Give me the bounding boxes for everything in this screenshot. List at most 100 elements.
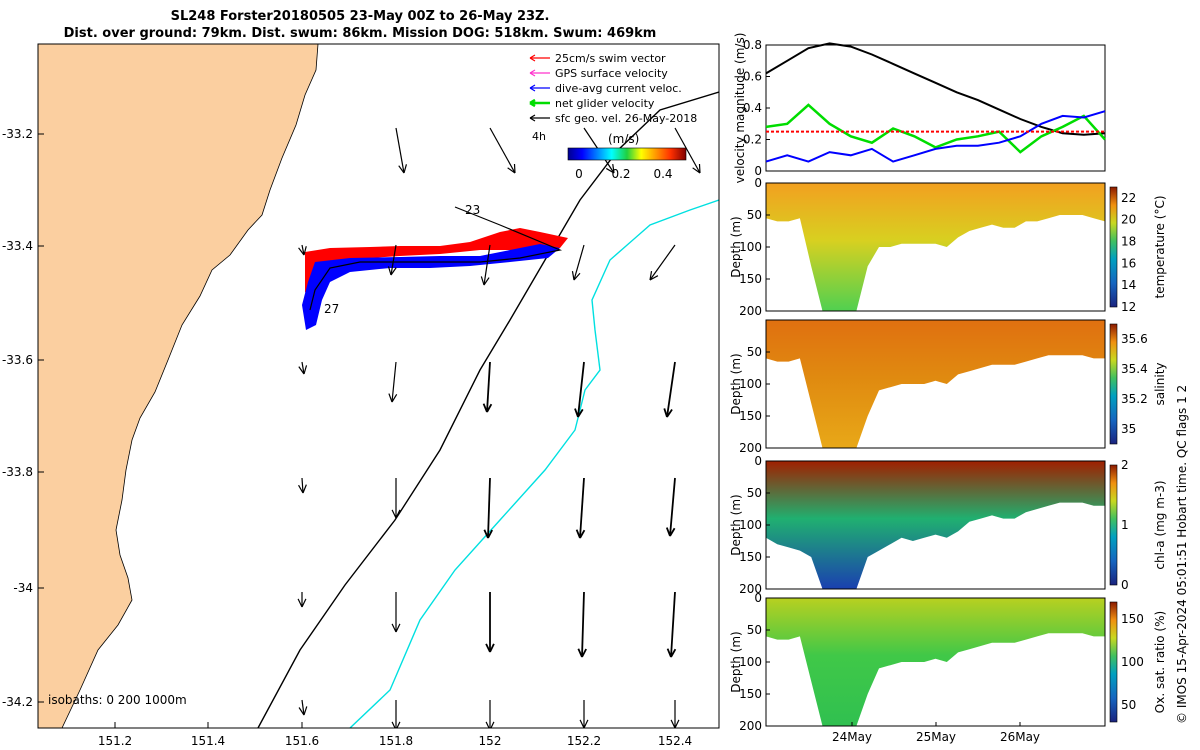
section-y-tick-label: 0 xyxy=(754,591,762,605)
legend-label: GPS surface velocity xyxy=(555,67,668,80)
legend-arrowhead xyxy=(529,114,536,122)
map-x-tick-label: 152.2 xyxy=(567,734,601,748)
section-ylabel: Depth (m) xyxy=(729,353,743,414)
legend-label: 25cm/s swim vector xyxy=(555,52,666,65)
title-line-1: SL248 Forster20180505 23-May 00Z to 26-M… xyxy=(170,9,550,24)
map-y-tick-label: -34 xyxy=(13,581,33,595)
velocity-y-tick-label: 0.6 xyxy=(743,70,762,84)
map-colorbar-label: (m/s) xyxy=(608,132,639,146)
section-y-tick-label: 200 xyxy=(739,582,762,596)
geo-velocity-arrow xyxy=(663,361,676,418)
geo-velocity-arrow xyxy=(480,244,491,286)
track-red-envelope xyxy=(305,228,568,300)
track-label-end: 27 xyxy=(324,302,339,316)
map-y-ticks: -33.2 -33.4 -33.6 -33.8 -34 -34.2 xyxy=(2,127,44,709)
map-x-tick-label: 152.4 xyxy=(658,734,692,748)
isobaths-label: isobaths: 0 200 1000m xyxy=(48,693,187,707)
section-panel: 0 50 100 150 200 Depth (m) 50 100 150 Ox. sat. ra… xyxy=(729,591,1167,733)
section-colorbar-tick: 1 xyxy=(1121,518,1129,532)
section-y-tick-label: 0 xyxy=(754,454,762,468)
section-panel: 0 50 100 150 200 Depth (m) 0 1 2 chl-a (mg m-3) xyxy=(729,454,1167,596)
section-fill xyxy=(766,598,1105,726)
map-colorbar xyxy=(567,147,687,161)
legend-arrowhead xyxy=(529,54,536,62)
map-x-tick-label: 151.2 xyxy=(98,734,132,748)
geo-velocity-arrow xyxy=(489,127,516,174)
section-fill xyxy=(766,183,1105,311)
map-y-tick-label: -33.6 xyxy=(2,353,33,367)
section-colorbar-label: Ox. sat. ratio (%) xyxy=(1153,611,1167,713)
section-ylabel: Depth (m) xyxy=(729,494,743,555)
velocity-series-line xyxy=(765,42,1106,136)
section-colorbar xyxy=(1109,186,1118,308)
geo-velocity-arrow xyxy=(298,361,308,375)
section-colorbar xyxy=(1109,323,1118,445)
section-colorbar-tick: 35.2 xyxy=(1121,392,1148,406)
section-colorbar-tick: 14 xyxy=(1121,278,1136,292)
section-y-tick-label: 100 xyxy=(739,655,762,669)
geo-velocity-arrow xyxy=(571,244,585,281)
map-y-tick-label: -34.2 xyxy=(2,695,33,709)
map-x-ticks: 151.2 151.4 151.6 151.8 152 152.2 152.4 xyxy=(98,722,692,748)
geo-velocity-arrow xyxy=(574,361,585,418)
section-fill xyxy=(766,320,1105,448)
velocity-y-tick-label: 0 xyxy=(754,164,762,178)
section-colorbar-tick: 20 xyxy=(1121,213,1136,227)
map-colorbar-tick: 0.4 xyxy=(653,167,672,181)
map-y-tick-label: -33.2 xyxy=(2,127,33,141)
geo-velocity-arrow xyxy=(391,478,401,519)
velocity-series xyxy=(765,42,1106,163)
time-tick-label: 25May xyxy=(916,730,956,744)
legend-label: dive-avg current veloc. xyxy=(555,82,682,95)
geo-velocity-arrow xyxy=(674,127,701,174)
geo-velocity-arrow xyxy=(485,592,495,653)
geo-velocity-arrow xyxy=(388,361,398,403)
geo-velocity-arrow xyxy=(482,361,493,413)
isobath-1000m xyxy=(349,199,719,728)
geo-velocity-arrow xyxy=(297,592,307,608)
geo-velocity-arrow xyxy=(391,592,401,633)
time-tick-label: 24May xyxy=(832,730,872,744)
section-colorbar-tick: 100 xyxy=(1121,655,1144,669)
velocity-series-line xyxy=(765,103,1106,154)
section-panel: 0 50 100 150 200 Depth (m) 12 14 16 18 20 22 tempera… xyxy=(729,176,1167,318)
map-y-tick-label: -33.8 xyxy=(2,465,33,479)
velocity-series-line xyxy=(765,110,1106,163)
map-x-tick-label: 151.4 xyxy=(191,734,225,748)
geo-velocity-arrow xyxy=(483,477,493,539)
section-ylabel: Depth (m) xyxy=(729,631,743,692)
section-y-tick-label: 50 xyxy=(747,208,762,222)
time-tick-label: 26May xyxy=(1000,730,1040,744)
geo-velocity-arrow xyxy=(666,591,677,658)
section-colorbar-label: temperature (°C) xyxy=(1153,196,1167,299)
section-y-tick-label: 200 xyxy=(739,441,762,455)
legend-arrowhead xyxy=(529,69,536,77)
velocity-panel: 0 0.2 0.4 0.6 0.8 velocity magnitude (m/s) xyxy=(733,33,1106,184)
geo-velocity-arrow xyxy=(577,591,587,658)
section-colorbar-tick: 12 xyxy=(1121,300,1136,314)
section-colorbar-tick: 35 xyxy=(1121,422,1136,436)
velocity-y-tick-label: 0.2 xyxy=(743,133,762,147)
section-y-tick-label: 200 xyxy=(739,304,762,318)
geo-velocity-arrow xyxy=(298,477,307,494)
map-colorbar-tick: 0.2 xyxy=(611,167,630,181)
section-y-tick-label: 50 xyxy=(747,345,762,359)
section-colorbar-tick: 50 xyxy=(1121,698,1136,712)
section-colorbar-tick: 22 xyxy=(1121,191,1136,205)
velocity-ylabel: velocity magnitude (m/s) xyxy=(733,33,747,184)
geo-velocity-arrow xyxy=(665,477,676,537)
velocity-y-tick-label: 0.4 xyxy=(743,101,762,115)
geo-velocity-arrow xyxy=(387,244,397,276)
section-colorbar xyxy=(1109,601,1118,723)
section-colorbar-tick: 18 xyxy=(1121,235,1136,249)
geo-velocity-arrow xyxy=(649,244,676,281)
track-label-start: 23 xyxy=(465,203,480,217)
map-colorbar-tick: 0 xyxy=(575,167,583,181)
map-legend: 25cm/s swim vector GPS surface velocity di… xyxy=(529,52,697,125)
map-panel: 23 27 isobaths: 0 200 1000m 151.2 151.4 15… xyxy=(2,43,720,748)
legend-arrowhead xyxy=(529,84,536,92)
sfc-geo-velocity-arrows xyxy=(297,127,701,728)
track-line xyxy=(309,206,563,311)
